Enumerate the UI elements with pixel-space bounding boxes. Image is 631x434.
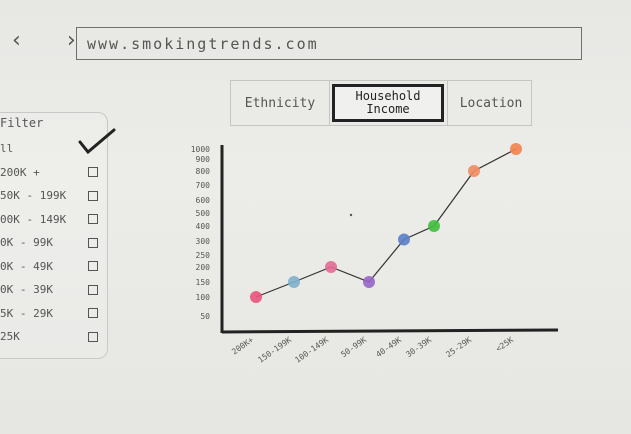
x-tick-label: 40-49K: [374, 335, 403, 359]
y-tick-label: 50: [200, 312, 210, 321]
data-point[interactable]: [468, 165, 480, 177]
check-icon[interactable]: [78, 128, 116, 154]
tab-ethnicity[interactable]: Ethnicity: [231, 81, 330, 125]
filter-item[interactable]: 0K - 39K: [0, 283, 98, 296]
filter-title: Filter: [0, 116, 44, 130]
data-point[interactable]: [428, 220, 440, 232]
nav-arrows[interactable]: ‹ ›: [10, 28, 92, 53]
filter-item-label: 25K: [0, 330, 20, 343]
y-tick-label: 100: [196, 293, 211, 302]
data-point[interactable]: [398, 233, 410, 246]
filter-item[interactable]: 0K - 99K: [0, 236, 98, 249]
filter-item-label: 5K - 29K: [0, 306, 53, 320]
filter-item[interactable]: 00K - 149K: [0, 213, 98, 226]
data-point[interactable]: [363, 276, 375, 288]
url-bar[interactable]: www.smokingtrends.com: [76, 27, 582, 60]
filter-item-label: 0K - 99K: [0, 236, 53, 249]
y-tick-label: 200: [196, 263, 211, 272]
x-tick-label: 25-29K: [444, 335, 473, 359]
filter-checkbox[interactable]: [88, 331, 98, 342]
x-tick-label: 150-199K: [256, 335, 293, 365]
filter-checkbox[interactable]: [88, 237, 98, 248]
x-tick-label: 100-149K: [293, 335, 330, 365]
filter-item-label: ll: [0, 142, 14, 155]
y-tick-label: 600: [196, 196, 211, 205]
y-tick-label: 250: [196, 251, 211, 260]
filter-item[interactable]: 0K - 49K: [0, 260, 98, 273]
filter-item-label: 200K +: [0, 165, 40, 179]
data-point[interactable]: [250, 291, 262, 303]
filter-item-label: 50K - 199K: [0, 189, 67, 202]
filter-checkbox[interactable]: [88, 190, 98, 201]
filter-checkbox[interactable]: [88, 284, 98, 295]
x-tick-label: 30-39K: [404, 335, 433, 359]
x-tick-label: 50-99K: [339, 335, 368, 359]
data-point[interactable]: [510, 143, 522, 155]
y-tick-label: 500: [196, 209, 211, 218]
filter-checkbox[interactable]: [88, 214, 98, 224]
filter-item[interactable]: 200K +: [0, 166, 98, 179]
tab-location[interactable]: Location: [447, 81, 534, 125]
data-point[interactable]: [288, 276, 300, 288]
tab-household-income[interactable]: Household Income: [332, 84, 444, 122]
filter-item-label: 0K - 39K: [0, 283, 53, 296]
tab-household-line1: Household: [355, 89, 421, 103]
x-tick-label: 200K+: [230, 335, 255, 356]
filter-checkbox[interactable]: [88, 261, 98, 271]
filter-checkbox[interactable]: [88, 167, 98, 177]
tab-household-line2: Income: [366, 102, 410, 116]
data-point[interactable]: [325, 261, 337, 273]
x-axis: [221, 328, 559, 334]
y-tick-label: 300: [196, 237, 211, 246]
tab-bar: Ethnicity Household Income Location: [230, 80, 532, 126]
series-line: [255, 148, 517, 298]
y-tick-label: 1000: [191, 145, 210, 154]
filter-item[interactable]: 25K: [0, 330, 98, 343]
filter-item[interactable]: ll: [0, 142, 98, 155]
x-tick-label: <25K: [494, 335, 515, 354]
y-tick-label: 400: [196, 222, 211, 231]
y-tick-label: 900: [196, 155, 211, 164]
filter-item[interactable]: 5K - 29K: [0, 307, 98, 320]
filter-item[interactable]: 50K - 199K: [0, 189, 98, 202]
y-tick-label: 800: [196, 167, 211, 176]
y-tick-label: 700: [196, 181, 211, 190]
filter-item-label: 0K - 49K: [0, 259, 53, 273]
y-tick-label: 150: [196, 278, 211, 287]
filter-checkbox[interactable]: [88, 308, 98, 318]
stray-dot: [349, 213, 353, 217]
filter-item-label: 00K - 149K: [0, 212, 67, 226]
